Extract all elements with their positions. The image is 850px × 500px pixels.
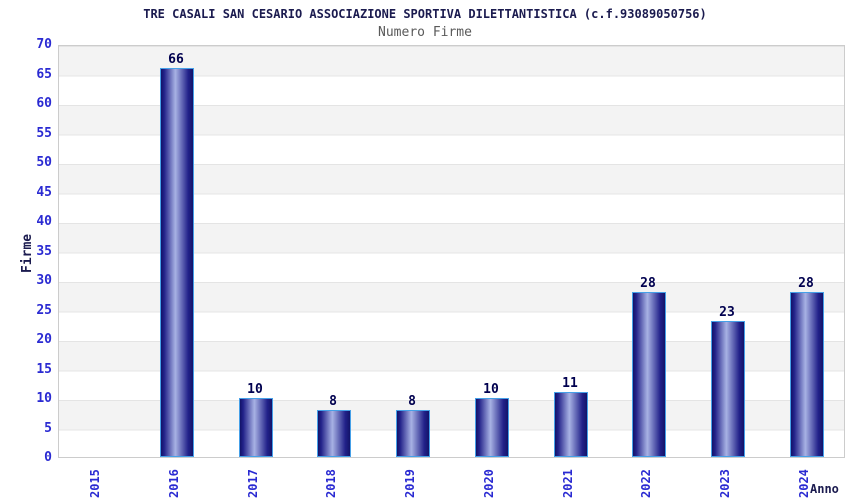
plot-area: [58, 45, 845, 458]
bar-value-label: 8: [329, 394, 337, 409]
x-tick-label: 2019: [403, 469, 417, 498]
y-tick-label: 20: [36, 332, 52, 347]
bar-value-label: 28: [798, 276, 814, 291]
y-tick-label: 55: [36, 125, 52, 141]
y-tick-label: 0: [44, 450, 52, 465]
y-tick-label: 50: [36, 155, 52, 170]
bar-value-label: 8: [408, 394, 416, 409]
chart-title: TRE CASALI SAN CESARIO ASSOCIAZIONE SPOR…: [143, 7, 707, 21]
x-tick-label: 2022: [639, 469, 653, 498]
chart-subtitle: Numero Firme: [378, 25, 472, 40]
x-tick-label: 2017: [246, 469, 260, 498]
y-tick-label: 30: [36, 273, 52, 288]
y-tick-label: 60: [36, 96, 52, 111]
bar-2020: [475, 398, 509, 457]
bar-2022: [632, 292, 666, 457]
bar-2024: [790, 292, 824, 457]
x-tick-label: 2020: [482, 469, 496, 498]
bar-2019: [396, 410, 430, 457]
y-tick-label: 45: [36, 184, 52, 200]
bar-2018: [317, 410, 351, 457]
x-tick-label: 2023: [718, 469, 732, 498]
bar-2023: [711, 321, 745, 457]
y-tick-label: 35: [36, 243, 52, 259]
bar-2017: [239, 398, 273, 457]
y-tick-label: 15: [36, 361, 52, 377]
x-tick-label: 2021: [561, 469, 575, 498]
bar-value-label: 66: [168, 52, 184, 67]
bar-value-label: 28: [640, 276, 656, 291]
y-tick-label: 40: [36, 214, 52, 229]
y-tick-label: 10: [36, 391, 52, 406]
x-tick-label: 2018: [324, 469, 338, 498]
bar-value-label: 23: [719, 305, 735, 320]
bar-2016: [160, 68, 194, 457]
y-tick-label: 5: [44, 420, 52, 436]
x-tick-label: 2016: [167, 469, 181, 498]
bar-value-label: 10: [483, 382, 499, 397]
y-tick-label: 25: [36, 302, 52, 318]
y-tick-label: 65: [36, 66, 52, 82]
x-axis-label: Anno: [810, 482, 839, 496]
x-tick-label: 2015: [88, 469, 102, 498]
bar-value-label: 10: [247, 382, 263, 397]
bar-value-label: 11: [562, 376, 578, 391]
bar-2021: [554, 392, 588, 457]
y-tick-label: 70: [36, 37, 52, 52]
